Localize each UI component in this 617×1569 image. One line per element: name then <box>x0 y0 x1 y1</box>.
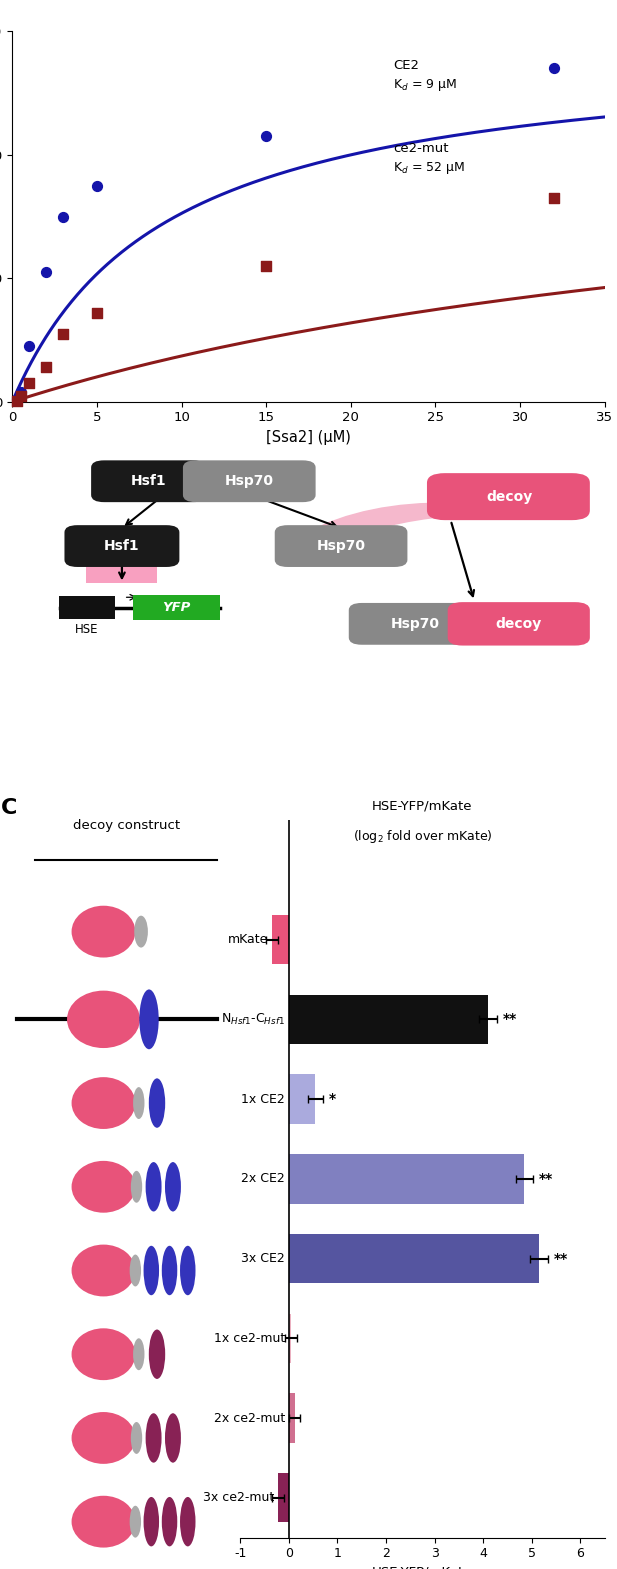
Ellipse shape <box>144 1497 159 1547</box>
Text: **: ** <box>503 1012 517 1026</box>
Ellipse shape <box>131 1422 142 1454</box>
FancyBboxPatch shape <box>64 526 180 566</box>
Ellipse shape <box>72 1078 135 1130</box>
FancyBboxPatch shape <box>91 460 206 502</box>
Text: 1x CE2: 1x CE2 <box>241 1092 285 1106</box>
Text: mKate: mKate <box>228 934 268 946</box>
Text: Hsp70: Hsp70 <box>317 540 366 552</box>
Ellipse shape <box>146 1163 162 1211</box>
Ellipse shape <box>149 1078 165 1128</box>
Text: YFP: YFP <box>162 601 191 613</box>
FancyBboxPatch shape <box>59 596 115 620</box>
Text: 3x ce2-mut: 3x ce2-mut <box>203 1491 274 1505</box>
Point <box>24 334 34 359</box>
Text: CE2: CE2 <box>393 58 419 72</box>
FancyBboxPatch shape <box>275 526 407 566</box>
Text: C: C <box>1 799 17 819</box>
Bar <box>289 1233 539 1283</box>
Ellipse shape <box>133 1087 144 1119</box>
Ellipse shape <box>67 990 140 1048</box>
Point <box>58 322 68 347</box>
Text: *: * <box>329 1092 336 1106</box>
Bar <box>271 915 289 965</box>
Bar <box>278 1473 289 1522</box>
Point <box>41 259 51 284</box>
Ellipse shape <box>146 1414 162 1462</box>
Ellipse shape <box>72 1495 135 1547</box>
Point <box>261 254 271 279</box>
X-axis label: [Ssa2] (μM): [Ssa2] (μM) <box>266 430 351 446</box>
Ellipse shape <box>72 1329 135 1381</box>
Point <box>261 124 271 149</box>
Bar <box>289 1393 294 1443</box>
Point <box>41 355 51 380</box>
Ellipse shape <box>165 1163 181 1211</box>
Ellipse shape <box>72 905 135 957</box>
Text: 1x ce2-mut: 1x ce2-mut <box>213 1332 285 1345</box>
Text: **: ** <box>553 1252 568 1266</box>
Text: decoy: decoy <box>487 490 533 504</box>
Ellipse shape <box>130 1255 141 1287</box>
Text: Hsf1: Hsf1 <box>104 540 139 552</box>
Text: (log$_2$ fold over mKate): (log$_2$ fold over mKate) <box>352 828 492 846</box>
Point <box>16 380 26 405</box>
Ellipse shape <box>135 916 148 948</box>
Text: HSE: HSE <box>75 623 98 635</box>
Text: 2x ce2-mut: 2x ce2-mut <box>213 1412 285 1425</box>
Bar <box>289 1075 315 1123</box>
Text: K$_d$ = 52 μM: K$_d$ = 52 μM <box>393 160 465 176</box>
Ellipse shape <box>72 1244 135 1296</box>
Point <box>12 386 22 411</box>
Point <box>12 388 22 413</box>
Ellipse shape <box>72 1412 135 1464</box>
Point <box>549 56 559 82</box>
Point <box>16 383 26 408</box>
Point <box>24 370 34 395</box>
Point <box>58 204 68 229</box>
Text: HSE-YFP/mKate: HSE-YFP/mKate <box>372 800 473 813</box>
Text: decoy: decoy <box>495 617 542 631</box>
Ellipse shape <box>162 1246 177 1296</box>
Bar <box>289 1313 291 1363</box>
FancyBboxPatch shape <box>86 566 157 584</box>
Ellipse shape <box>133 1338 144 1370</box>
Ellipse shape <box>130 1506 141 1538</box>
Text: Hsf1: Hsf1 <box>131 474 167 488</box>
Text: Hsp70: Hsp70 <box>225 474 274 488</box>
Text: 3x CE2: 3x CE2 <box>241 1252 285 1265</box>
FancyBboxPatch shape <box>448 602 590 645</box>
Ellipse shape <box>139 990 159 1050</box>
Text: decoy construct: decoy construct <box>73 819 180 832</box>
FancyBboxPatch shape <box>349 602 481 645</box>
Ellipse shape <box>144 1246 159 1296</box>
Text: 2x CE2: 2x CE2 <box>241 1172 285 1185</box>
Ellipse shape <box>180 1246 196 1296</box>
Ellipse shape <box>165 1414 181 1462</box>
Ellipse shape <box>180 1497 196 1547</box>
Text: **: ** <box>539 1172 553 1186</box>
FancyBboxPatch shape <box>183 460 316 502</box>
Text: ce2-mut: ce2-mut <box>393 143 449 155</box>
FancyBboxPatch shape <box>427 474 590 521</box>
Text: Hsp70: Hsp70 <box>391 617 440 631</box>
Ellipse shape <box>162 1497 177 1547</box>
FancyBboxPatch shape <box>133 595 220 620</box>
Point <box>92 173 102 198</box>
X-axis label: HSE-YFP/mKate
(log$_2$ fold over mKate): HSE-YFP/mKate (log$_2$ fold over mKate) <box>349 1566 496 1569</box>
Point <box>92 300 102 325</box>
Bar <box>289 1155 524 1203</box>
Ellipse shape <box>149 1329 165 1379</box>
Ellipse shape <box>131 1170 142 1203</box>
Text: K$_d$ = 9 μM: K$_d$ = 9 μM <box>393 77 457 93</box>
Point <box>549 185 559 210</box>
Text: N$_{Hsf1}$-C$_{Hsf1}$: N$_{Hsf1}$-C$_{Hsf1}$ <box>221 1012 285 1026</box>
Ellipse shape <box>72 1161 135 1213</box>
Bar <box>289 995 488 1043</box>
